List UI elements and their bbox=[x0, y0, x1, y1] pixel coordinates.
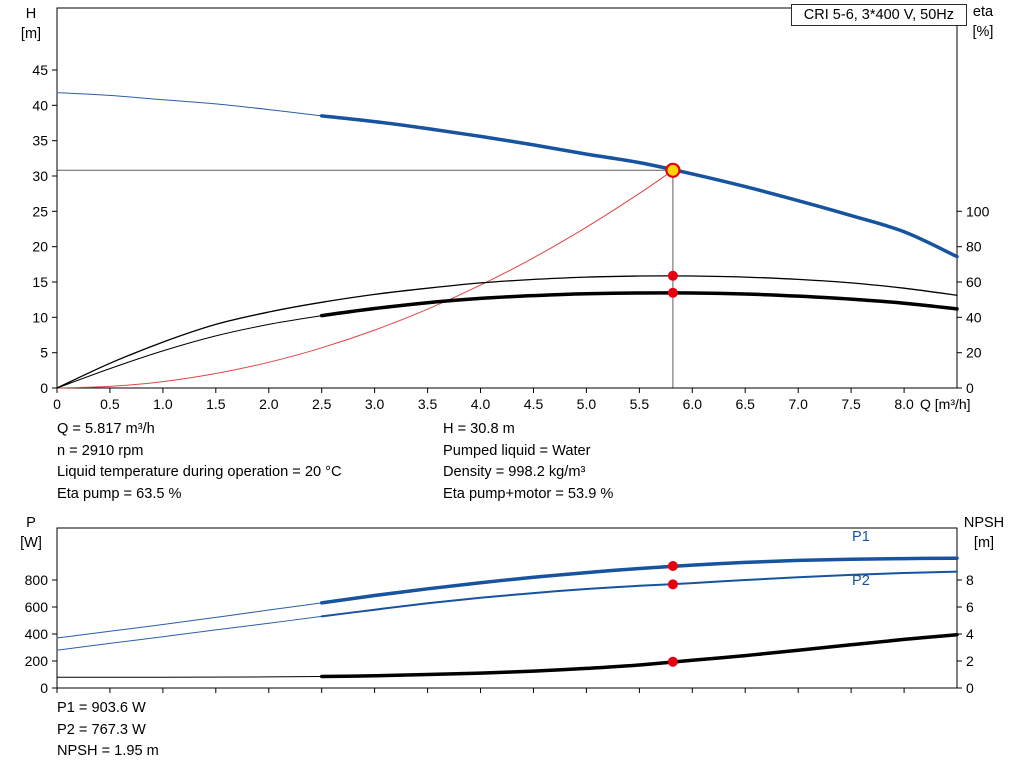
info-line-eta-pump: Eta pump = 63.5 % bbox=[57, 485, 182, 502]
p1-curve bbox=[319, 556, 959, 605]
y-right-tick-label: 100 bbox=[966, 203, 990, 219]
p2-curve bbox=[320, 570, 958, 618]
head-axis-label-unit: [m] bbox=[20, 26, 42, 42]
npsh-curve bbox=[319, 632, 959, 679]
info-line-q: Q = 5.817 m³/h bbox=[57, 421, 155, 437]
x-tick-label: 4.0 bbox=[471, 396, 491, 412]
x-tick-label: 4.5 bbox=[524, 396, 544, 412]
y-right-tick-label: 40 bbox=[966, 309, 982, 325]
y-left-tick-label: 800 bbox=[25, 572, 49, 588]
p1-point bbox=[667, 561, 678, 571]
y-left-tick-label: 15 bbox=[32, 274, 48, 290]
y-left-tick-label: 20 bbox=[32, 239, 48, 255]
y-right-tick-label: 60 bbox=[966, 274, 982, 290]
x-tick-label: 6.0 bbox=[683, 396, 703, 412]
x-tick-label: 5.5 bbox=[630, 396, 650, 412]
info-line-liquid: Pumped liquid = Water bbox=[443, 442, 591, 459]
y-left-tick-label: 0 bbox=[40, 380, 48, 396]
system-curve bbox=[56, 169, 674, 389]
x-tick-label: 2.0 bbox=[259, 396, 279, 412]
eta-pump-curve bbox=[56, 275, 958, 389]
x-axis-title: Q [m³/h] bbox=[920, 396, 971, 412]
eta-axis-label: eta [%] bbox=[960, 2, 1006, 42]
info-line-p2: P2 = 767.3 W bbox=[57, 721, 146, 738]
p1-extension bbox=[56, 602, 323, 639]
head-axis-label-symbol: H bbox=[25, 6, 37, 22]
x-tick-label: 7.5 bbox=[841, 396, 861, 412]
eta-pump-point bbox=[667, 270, 678, 281]
x-tick-label: 6.5 bbox=[735, 396, 755, 412]
p2-extension bbox=[56, 615, 323, 651]
p2-curve-label: P2 bbox=[852, 573, 870, 589]
y-left-tick-label: 25 bbox=[32, 203, 48, 219]
x-tick-label: 1.5 bbox=[206, 396, 226, 412]
x-tick-label: 0 bbox=[53, 396, 61, 412]
y-left-tick-label: 40 bbox=[32, 97, 48, 113]
npsh-point bbox=[667, 656, 678, 667]
x-tick-label: 0.5 bbox=[100, 396, 120, 412]
x-tick-label: 8.0 bbox=[894, 396, 914, 412]
plot-border bbox=[56, 527, 958, 689]
y-right-tick-label: 0 bbox=[966, 680, 974, 696]
x-tick-label: 1.0 bbox=[153, 396, 173, 412]
y-right-tick-label: 80 bbox=[966, 239, 982, 255]
x-tick-label: 2.5 bbox=[312, 396, 332, 412]
y-left-tick-label: 5 bbox=[40, 345, 48, 361]
info-line-eta-pump-motor: Eta pump+motor = 53.9 % bbox=[443, 485, 614, 502]
info-line-npsh: NPSH = 1.95 m bbox=[57, 743, 159, 759]
x-tick-label: 5.0 bbox=[577, 396, 597, 412]
y-left-tick-label: 200 bbox=[25, 653, 49, 669]
info-line-p1: P1 = 903.6 W bbox=[57, 700, 146, 716]
y-right-tick-label: 6 bbox=[966, 599, 974, 615]
npsh-axis-label-unit: [m] bbox=[973, 535, 995, 551]
y-left-tick-label: 30 bbox=[32, 168, 48, 184]
y-left-tick-label: 0 bbox=[40, 680, 48, 696]
head-curve bbox=[319, 114, 959, 259]
x-tick-label: 3.0 bbox=[365, 396, 385, 412]
plot-border bbox=[56, 7, 958, 389]
y-left-tick-label: 10 bbox=[32, 309, 48, 325]
y-right-tick-label: 0 bbox=[966, 380, 974, 396]
npsh-extension bbox=[56, 676, 323, 678]
eta-axis-label-unit: [%] bbox=[972, 24, 994, 40]
operating-info-left: Q = 5.817 m³/h n = 2910 rpm Liquid tempe… bbox=[57, 419, 342, 505]
operating-info-right: H = 30.8 m Pumped liquid = Water Density… bbox=[443, 419, 613, 505]
eta-pump-motor-curve bbox=[319, 291, 959, 318]
y-right-tick-label: 20 bbox=[966, 345, 982, 361]
npsh-axis-label: NPSH [m] bbox=[958, 513, 1010, 553]
y-left-tick-label: 35 bbox=[32, 133, 48, 149]
y-right-tick-label: 2 bbox=[966, 653, 974, 669]
y-left-tick-label: 600 bbox=[25, 599, 49, 615]
duty-point bbox=[665, 162, 681, 178]
head-curve-extension bbox=[56, 92, 323, 117]
head-axis-label: H [m] bbox=[11, 4, 51, 44]
npsh-axis-label-symbol: NPSH bbox=[963, 515, 1005, 531]
eta-pump-motor-point bbox=[667, 287, 678, 298]
y-right-tick-label: 4 bbox=[966, 626, 974, 642]
power-axis-label-symbol: P bbox=[26, 515, 36, 531]
y-left-tick-label: 400 bbox=[25, 626, 49, 642]
info-line-density: Density = 998.2 kg/m³ bbox=[443, 464, 586, 480]
info-line-temperature: Liquid temperature during operation = 20… bbox=[57, 464, 342, 480]
info-line-speed: n = 2910 rpm bbox=[57, 442, 144, 459]
x-tick-label: 7.0 bbox=[788, 396, 808, 412]
p2-point bbox=[667, 579, 678, 590]
title-box: CRI 5-6, 3*400 V, 50Hz bbox=[790, 4, 967, 26]
y-left-tick-label: 45 bbox=[32, 62, 48, 78]
power-info: P1 = 903.6 W P2 = 767.3 W NPSH = 1.95 m bbox=[57, 698, 159, 763]
info-line-head: H = 30.8 m bbox=[443, 421, 515, 437]
eta-pump-motor-extension bbox=[56, 315, 323, 389]
power-axis-label-unit: [W] bbox=[20, 535, 42, 551]
power-axis-label: P [W] bbox=[11, 513, 51, 553]
x-tick-label: 3.5 bbox=[418, 396, 438, 412]
y-right-tick-label: 8 bbox=[966, 572, 974, 588]
eta-axis-label-symbol: eta bbox=[972, 4, 994, 20]
p1-curve-label: P1 bbox=[852, 529, 870, 545]
